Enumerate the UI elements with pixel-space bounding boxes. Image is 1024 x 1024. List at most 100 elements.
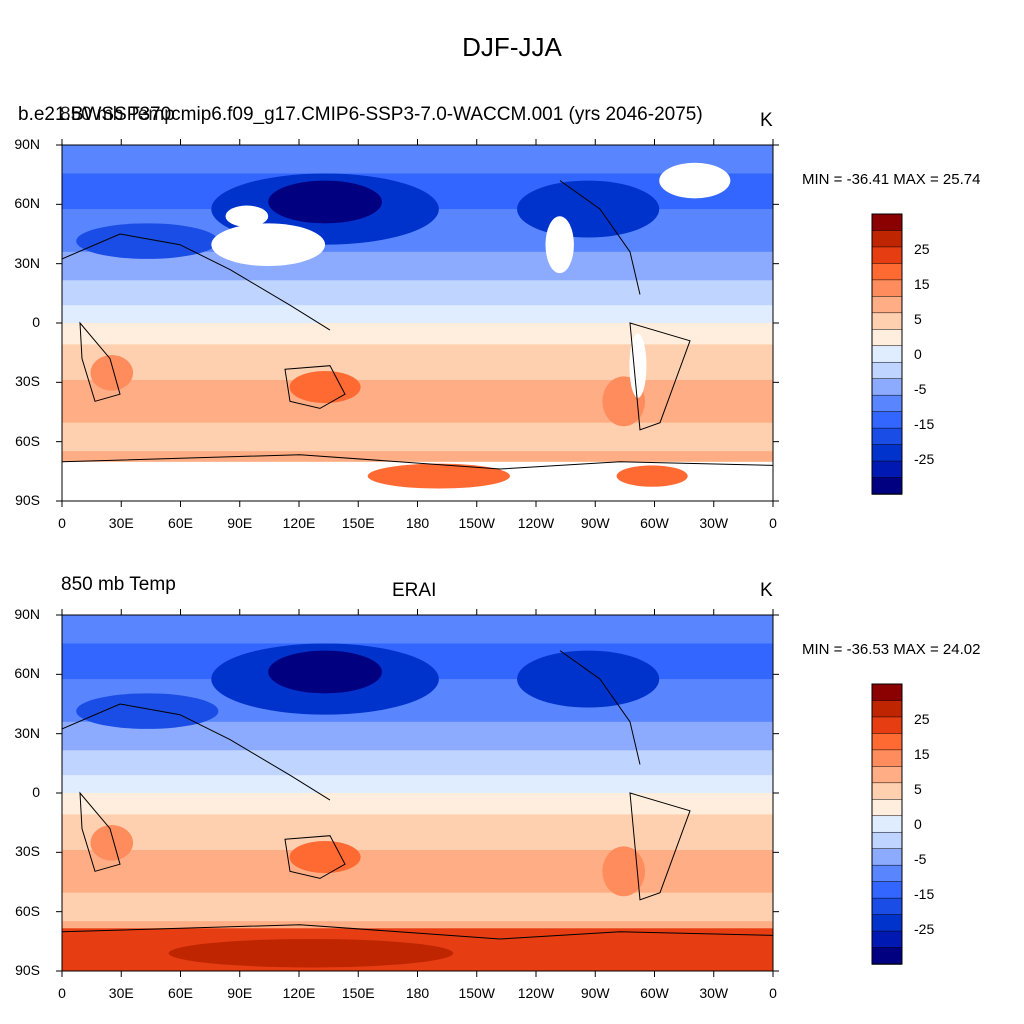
lat-tick-label: 90N	[14, 606, 40, 622]
lon-tick-label: 30W	[699, 515, 729, 531]
colorbar2-label: 15	[914, 746, 930, 762]
panel2-variable-label: 850 mb Temp	[61, 574, 176, 595]
colorbar1-label: -5	[914, 381, 927, 397]
field-band	[62, 793, 773, 816]
colorbar2-box	[871, 799, 903, 817]
weddell-warm	[616, 465, 688, 487]
panel2-unit-label: K	[760, 580, 773, 601]
colorbar2-box	[871, 947, 903, 965]
colorbar1-label: -25	[914, 451, 935, 467]
lat-tick-label: 30S	[15, 843, 40, 860]
lon-tick-label: 150W	[458, 985, 496, 1001]
lat-tick-label: 90N	[14, 136, 40, 152]
field-band	[62, 814, 773, 851]
coastline	[62, 454, 773, 470]
colorbar2-box	[871, 716, 903, 735]
coastline	[62, 233, 331, 331]
colorbar2-box	[871, 766, 903, 784]
lon-tick-label: 120W	[517, 515, 555, 531]
panel1-unit-label: K	[760, 110, 773, 131]
field-band	[62, 750, 773, 777]
australia-warm	[289, 841, 361, 874]
tibet-missing	[211, 223, 326, 267]
colorbar1-label: 15	[914, 276, 930, 292]
field-band	[62, 344, 773, 381]
lon-tick-label: 90W	[580, 515, 610, 531]
panel1-minmax: MIN = -36.41 MAX = 25.74	[802, 171, 981, 188]
greenland-missing	[659, 162, 731, 199]
colorbar2-box	[871, 683, 903, 702]
panel1-map	[62, 145, 773, 501]
field-band	[62, 892, 773, 923]
lon-tick-label: 150W	[458, 515, 496, 531]
lon-tick-label: 0	[58, 985, 66, 1001]
lon-tick-label: 150E	[341, 515, 375, 531]
lon-tick-label: 60E	[168, 515, 193, 531]
lat-tick-label: 60S	[15, 902, 40, 919]
lon-tick-label: 0	[769, 515, 777, 531]
lat-tick-label: 0	[32, 784, 40, 800]
antarctica-core	[168, 938, 454, 968]
europe-cold	[76, 223, 219, 259]
colorbar1-box	[871, 345, 903, 363]
andes-missing	[629, 333, 647, 398]
colorbar1-box	[871, 460, 903, 479]
panel2-case-label: ERAI	[392, 580, 437, 601]
colorbar1-box	[871, 394, 903, 413]
coastline	[79, 791, 121, 872]
lon-tick-label: 90E	[227, 515, 253, 531]
colorbar1-frame	[871, 213, 903, 495]
lon-tick-label: 120W	[517, 985, 555, 1001]
coastline	[559, 650, 641, 765]
colorbar1-box	[871, 279, 903, 298]
lon-tick-label: 180	[405, 985, 430, 1001]
coastline	[629, 792, 691, 901]
colorbar2-box	[871, 864, 903, 883]
coastline	[284, 365, 346, 409]
field-band	[62, 849, 773, 894]
field-band	[62, 305, 773, 324]
panel1-variable-label: 850 mb Temp	[60, 104, 175, 125]
colorbar2-label: -5	[914, 851, 927, 867]
colorbar2-box	[871, 914, 903, 932]
colorbar1-box	[871, 263, 903, 281]
field-band	[62, 280, 773, 307]
lat-tick-label: 60S	[15, 432, 40, 449]
panel2-minmax: MIN = -36.53 MAX = 24.02	[802, 641, 981, 658]
namerica-cold-core	[517, 650, 660, 708]
rockies-missing	[545, 216, 574, 274]
field-band	[62, 775, 773, 794]
colorbar2-box	[871, 782, 903, 801]
colorbar1-box	[871, 427, 903, 446]
europe-cold	[76, 693, 219, 729]
colorbar1-box	[871, 411, 903, 429]
lon-tick-label: 30W	[699, 985, 729, 1001]
field-band	[62, 145, 773, 175]
panel2-map	[62, 615, 773, 971]
colorbar1-box	[871, 246, 903, 265]
colorbar1-label: 25	[914, 241, 930, 257]
siberia-cold-core	[268, 650, 382, 694]
colorbar2-box	[871, 815, 903, 833]
mongolia-missing	[225, 205, 269, 227]
coastline	[79, 321, 121, 402]
field-band	[62, 615, 773, 645]
lon-tick-label: 90W	[580, 985, 610, 1001]
lon-tick-label: 0	[769, 985, 777, 1001]
siberia-cold-core	[268, 180, 382, 224]
colorbar2-box	[871, 897, 903, 916]
colorbar1-box	[871, 213, 903, 232]
field-band	[62, 323, 773, 346]
coastline	[284, 835, 346, 879]
lon-tick-label: 180	[405, 515, 430, 531]
ross-shelf-warm	[367, 463, 510, 489]
colorbar1-box	[871, 477, 903, 495]
colorbar1-box	[871, 444, 903, 462]
colorbar1-label: -15	[914, 416, 935, 432]
southafrica-warm	[90, 825, 134, 861]
colorbar1-label: 5	[914, 311, 922, 327]
lon-tick-label: 150E	[341, 985, 375, 1001]
lat-tick-label: 60N	[14, 665, 40, 682]
australia-warm	[289, 371, 361, 404]
